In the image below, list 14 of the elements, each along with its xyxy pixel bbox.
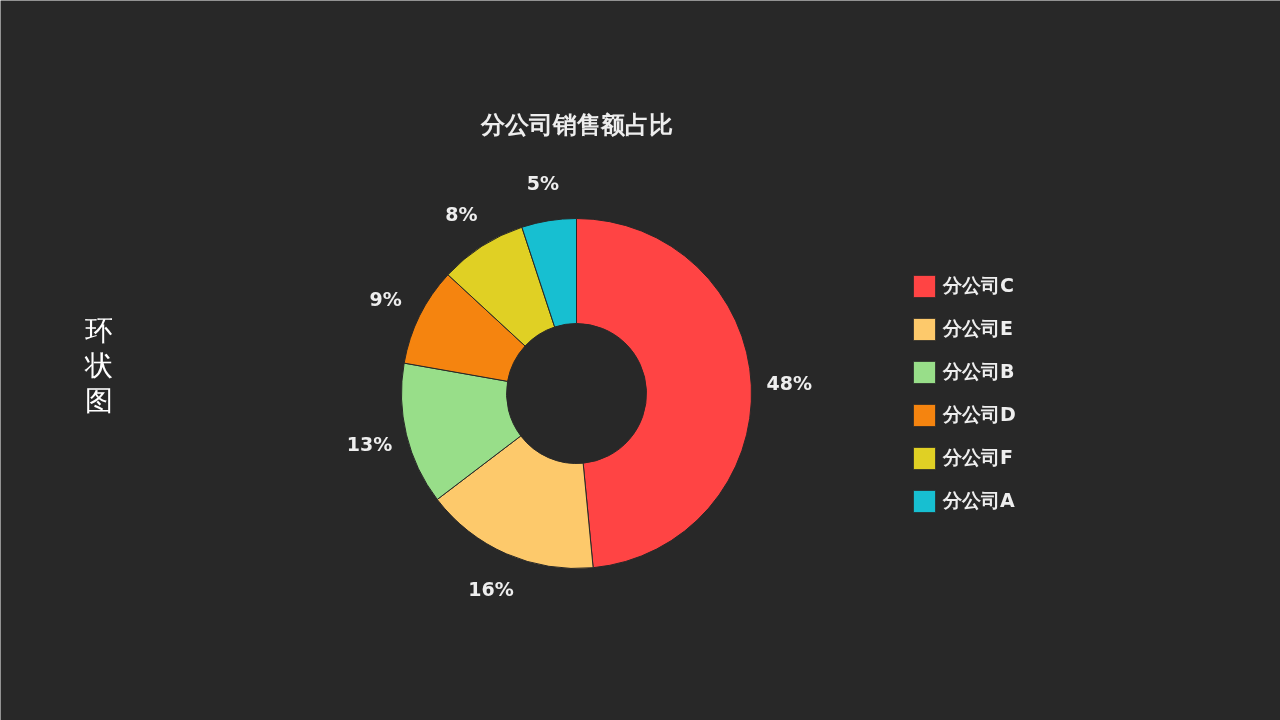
legend-label: 分公司A (943, 488, 1015, 513)
data-label: 9% (369, 287, 402, 310)
legend-label: 分公司E (943, 316, 1013, 341)
data-label: 48% (766, 372, 812, 395)
data-label: 16% (468, 577, 514, 600)
legend-label: 分公司D (943, 402, 1016, 427)
chart-title: 分公司销售额占比 (479, 110, 673, 139)
legend-label: 分公司B (943, 359, 1015, 384)
legend-label: 分公司F (943, 445, 1013, 470)
data-label: 13% (346, 432, 393, 455)
data-label: 5% (526, 172, 559, 195)
legend-label: 分公司C (943, 273, 1014, 298)
text: 环状图 (83, 314, 113, 417)
data-label: 8% (445, 203, 478, 226)
